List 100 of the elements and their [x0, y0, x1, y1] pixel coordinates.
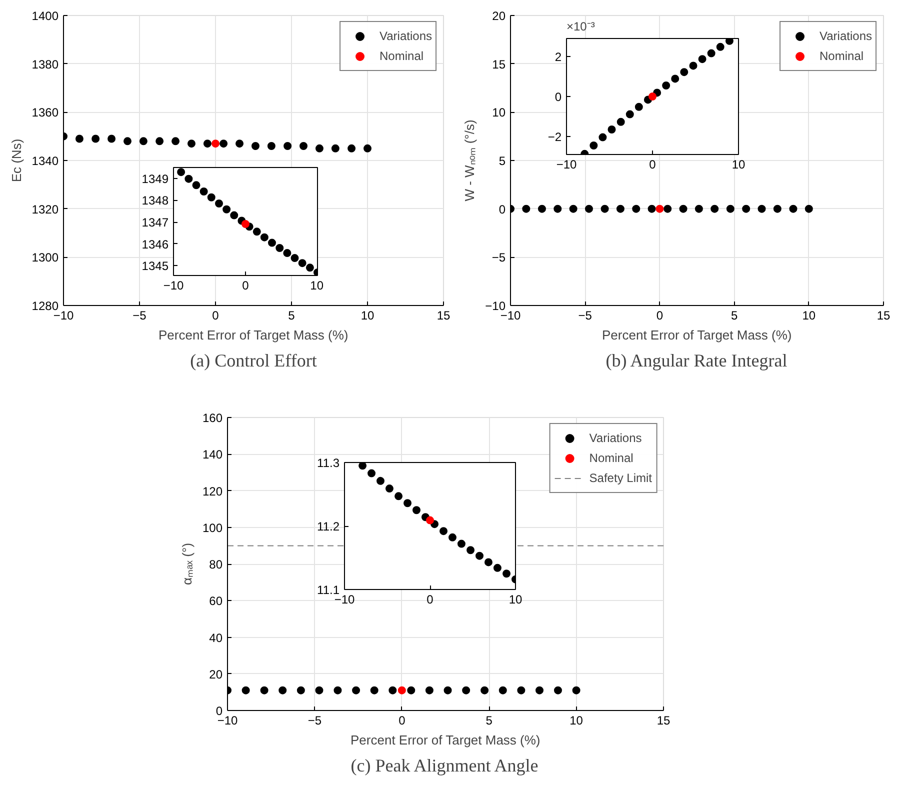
- x-tick-label: −5: [308, 714, 322, 728]
- point: [590, 142, 598, 150]
- y-tick-label: 1320: [32, 202, 59, 216]
- point: [608, 126, 616, 134]
- x-tick-label: −10: [163, 278, 184, 292]
- x-tick-label: 15: [436, 308, 450, 322]
- point: [440, 527, 448, 536]
- point: [306, 264, 314, 272]
- point: [707, 49, 716, 58]
- y-tick-label: 15: [492, 57, 506, 72]
- point: [200, 188, 208, 196]
- point: [260, 233, 268, 242]
- point: [252, 228, 261, 236]
- point: [75, 134, 84, 143]
- point: [242, 220, 250, 228]
- point: [448, 533, 456, 542]
- point: [298, 259, 306, 268]
- point: [394, 492, 403, 500]
- point: [284, 142, 292, 150]
- legend-label: Variations: [820, 29, 872, 43]
- text: (a) Control Effort: [190, 350, 317, 370]
- point: [368, 469, 376, 478]
- point: [283, 249, 292, 258]
- legend-label: Safety Limit: [589, 471, 652, 485]
- y-tick-label: 120: [202, 484, 223, 498]
- point: [123, 137, 132, 146]
- x-tick-label: 10: [732, 158, 746, 172]
- y-tick-label: 40: [209, 630, 223, 645]
- x-tick-label: 0: [242, 278, 250, 292]
- y-tick-label: 2: [554, 50, 562, 64]
- y-tick-label: 11.2: [317, 520, 340, 534]
- point: [212, 140, 220, 148]
- point: [725, 38, 734, 45]
- y-tick-label: 160: [202, 411, 223, 425]
- y-tick-label: 1347: [142, 216, 169, 230]
- point: [385, 484, 394, 493]
- point: [236, 140, 244, 148]
- point: [364, 144, 372, 152]
- point: [412, 506, 420, 514]
- x-axis-title: Percent Error of Target Mass (%): [350, 732, 540, 748]
- x-tick-label: −5: [132, 308, 147, 322]
- y-tick-label: 1349: [142, 172, 169, 186]
- point: [192, 181, 200, 190]
- x-tick-label: 0: [649, 158, 656, 172]
- x-tick-label: −5: [578, 308, 592, 322]
- point: [376, 476, 384, 485]
- x-tick-label: 0: [656, 308, 664, 322]
- y-tick-label: 11.3: [317, 456, 340, 470]
- text: (b) Angular Rate Integral: [606, 350, 788, 370]
- y-tick-label: 20: [209, 667, 223, 682]
- x-tick-label: 15: [876, 308, 890, 322]
- x-tick-label: 10: [802, 308, 816, 322]
- point: [230, 211, 238, 220]
- point: [315, 144, 324, 152]
- point: [290, 254, 299, 262]
- legend-label: Nominal: [589, 451, 634, 465]
- x-tick-label: 5: [730, 308, 738, 322]
- point: [698, 55, 706, 64]
- point: [493, 564, 502, 572]
- y-tick-label: 1300: [32, 250, 59, 265]
- x-tick-label: 0: [426, 592, 434, 606]
- annotation: ×10⁻³: [566, 20, 595, 34]
- legend-label: Variations: [589, 431, 642, 445]
- y-tick-label: 1340: [32, 154, 59, 168]
- point: [648, 92, 656, 100]
- point: [626, 110, 634, 118]
- y-tick-label: 80: [209, 558, 223, 572]
- y-tick-label: −10: [485, 299, 506, 313]
- point: [215, 200, 224, 208]
- point: [348, 144, 356, 152]
- point: [331, 144, 340, 152]
- legend-label: Variations: [380, 29, 432, 43]
- y-tick-label: 10: [492, 106, 506, 120]
- legend-label: Nominal: [820, 49, 864, 63]
- point: [177, 168, 186, 176]
- y-tick-label: 1348: [142, 194, 169, 208]
- x-tick-label: 5: [288, 308, 296, 322]
- point: [502, 570, 511, 578]
- x-axis-title: Percent Error of Target Mass (%): [158, 328, 348, 342]
- point: [187, 140, 196, 148]
- point: [689, 62, 698, 70]
- y-tick-label: 140: [202, 448, 223, 462]
- y-tick-label: 1280: [32, 299, 59, 313]
- point: [476, 552, 484, 560]
- point: [139, 137, 148, 146]
- point: [92, 134, 100, 143]
- y-tick-label: 1360: [32, 106, 59, 120]
- point: [276, 244, 284, 252]
- y-tick-label: 60: [209, 594, 223, 608]
- y-tick-label: 0: [216, 704, 223, 718]
- point: [484, 558, 492, 566]
- point: [616, 118, 625, 126]
- point: [634, 102, 643, 111]
- y-tick-label: 20: [492, 9, 506, 23]
- point: [172, 137, 180, 146]
- x-tick-label: 0: [398, 714, 406, 728]
- point: [358, 462, 367, 470]
- y-tick-label: 1345: [142, 259, 169, 274]
- point: [300, 142, 308, 150]
- point: [662, 82, 670, 90]
